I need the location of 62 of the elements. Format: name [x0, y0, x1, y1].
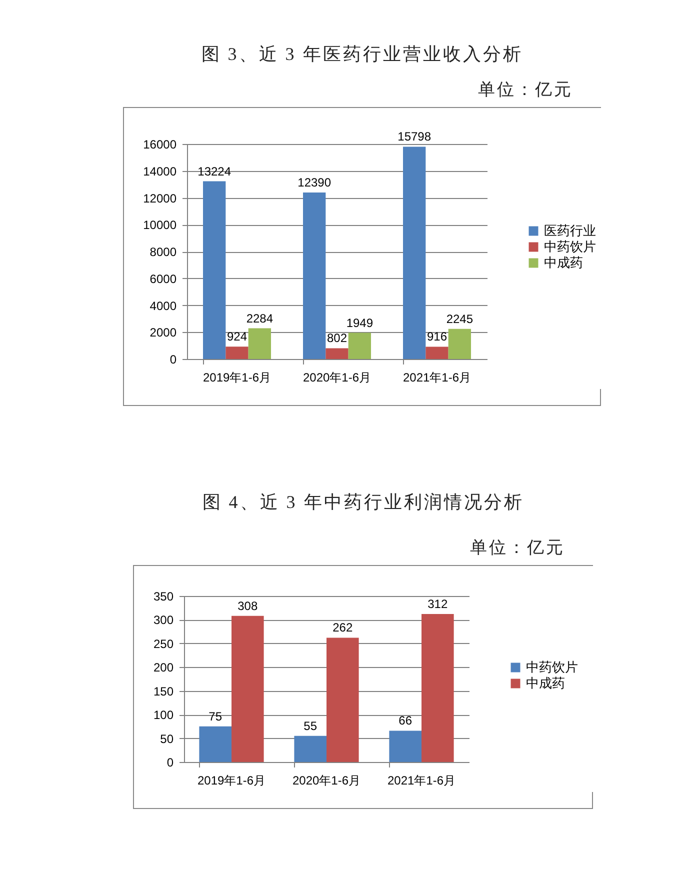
y-tick-label: 2000: [150, 326, 177, 340]
bar: [389, 730, 422, 762]
bar: [403, 146, 426, 359]
bar: [426, 346, 448, 359]
bar: [199, 726, 232, 762]
bar: [326, 348, 348, 359]
x-tick-label: 2019年1-6月: [202, 370, 272, 384]
y-tick-label: 100: [153, 708, 174, 722]
x-tick-label: 2020年1-6月: [302, 370, 372, 384]
y-tick-label: 8000: [150, 245, 177, 259]
chart-title: 图 3、近 3 年医药行业营业收入分析: [200, 43, 524, 66]
y-tick-label: 0: [166, 756, 174, 770]
data-label: 802: [326, 331, 348, 346]
bar: [303, 192, 326, 359]
data-label: 15798: [398, 130, 432, 144]
bar: [294, 736, 326, 762]
data-label: 924: [226, 330, 248, 344]
y-tick-label: 200: [153, 660, 174, 675]
y-tick-label: 12000: [143, 191, 177, 206]
data-label: 13224: [198, 164, 232, 178]
data-label: 916: [426, 330, 448, 344]
x-tick-label: 2021年1-6月: [387, 774, 456, 788]
y-tick-label: 250: [153, 636, 174, 651]
bar: [326, 638, 359, 762]
bar: [203, 181, 226, 359]
y-tick-label: 300: [153, 613, 174, 628]
data-label: 312: [428, 597, 448, 612]
data-label: 308: [238, 598, 258, 613]
chart-title: 图 4、近 3 年中药行业利润情况分析: [201, 491, 525, 514]
data-label: 2245: [446, 312, 474, 326]
y-tick-label: 0: [170, 352, 177, 366]
legend-label: 中成药: [526, 676, 565, 690]
legend-label: 医药行业: [544, 223, 596, 238]
data-label: 75: [208, 709, 222, 724]
data-label: 2284: [246, 311, 274, 326]
x-tick-label: 2019年1-6月: [197, 774, 266, 788]
y-tick-label: 14000: [143, 164, 177, 178]
y-tick-label: 16000: [143, 138, 177, 152]
y-tick-label: 150: [153, 684, 174, 698]
data-label: 12390: [298, 176, 332, 190]
data-label: 262: [332, 620, 353, 635]
legend-label: 中药饮片: [544, 239, 596, 254]
bar: [348, 332, 371, 359]
bar: [448, 328, 471, 359]
text: 单位：亿元: [469, 537, 566, 559]
x-tick-label: 2020年1-6月: [292, 774, 361, 788]
data-label: 55: [304, 718, 318, 733]
text: 单位：亿元: [477, 79, 574, 101]
bar: [226, 346, 248, 359]
y-tick-label: 350: [153, 590, 174, 604]
y-tick-label: 50: [160, 732, 174, 746]
legend-label: 中成药: [544, 255, 583, 270]
data-label: 66: [398, 714, 412, 728]
y-tick-label: 10000: [143, 218, 177, 232]
y-tick-label: 6000: [150, 272, 177, 286]
bar: [232, 616, 264, 762]
data-label: 1949: [346, 316, 374, 330]
bar: [422, 614, 454, 762]
legend-label: 中药饮片: [526, 660, 578, 674]
y-tick-label: 4000: [150, 298, 177, 313]
x-tick-label: 2021年1-6月: [402, 370, 472, 384]
bar: [248, 328, 271, 359]
